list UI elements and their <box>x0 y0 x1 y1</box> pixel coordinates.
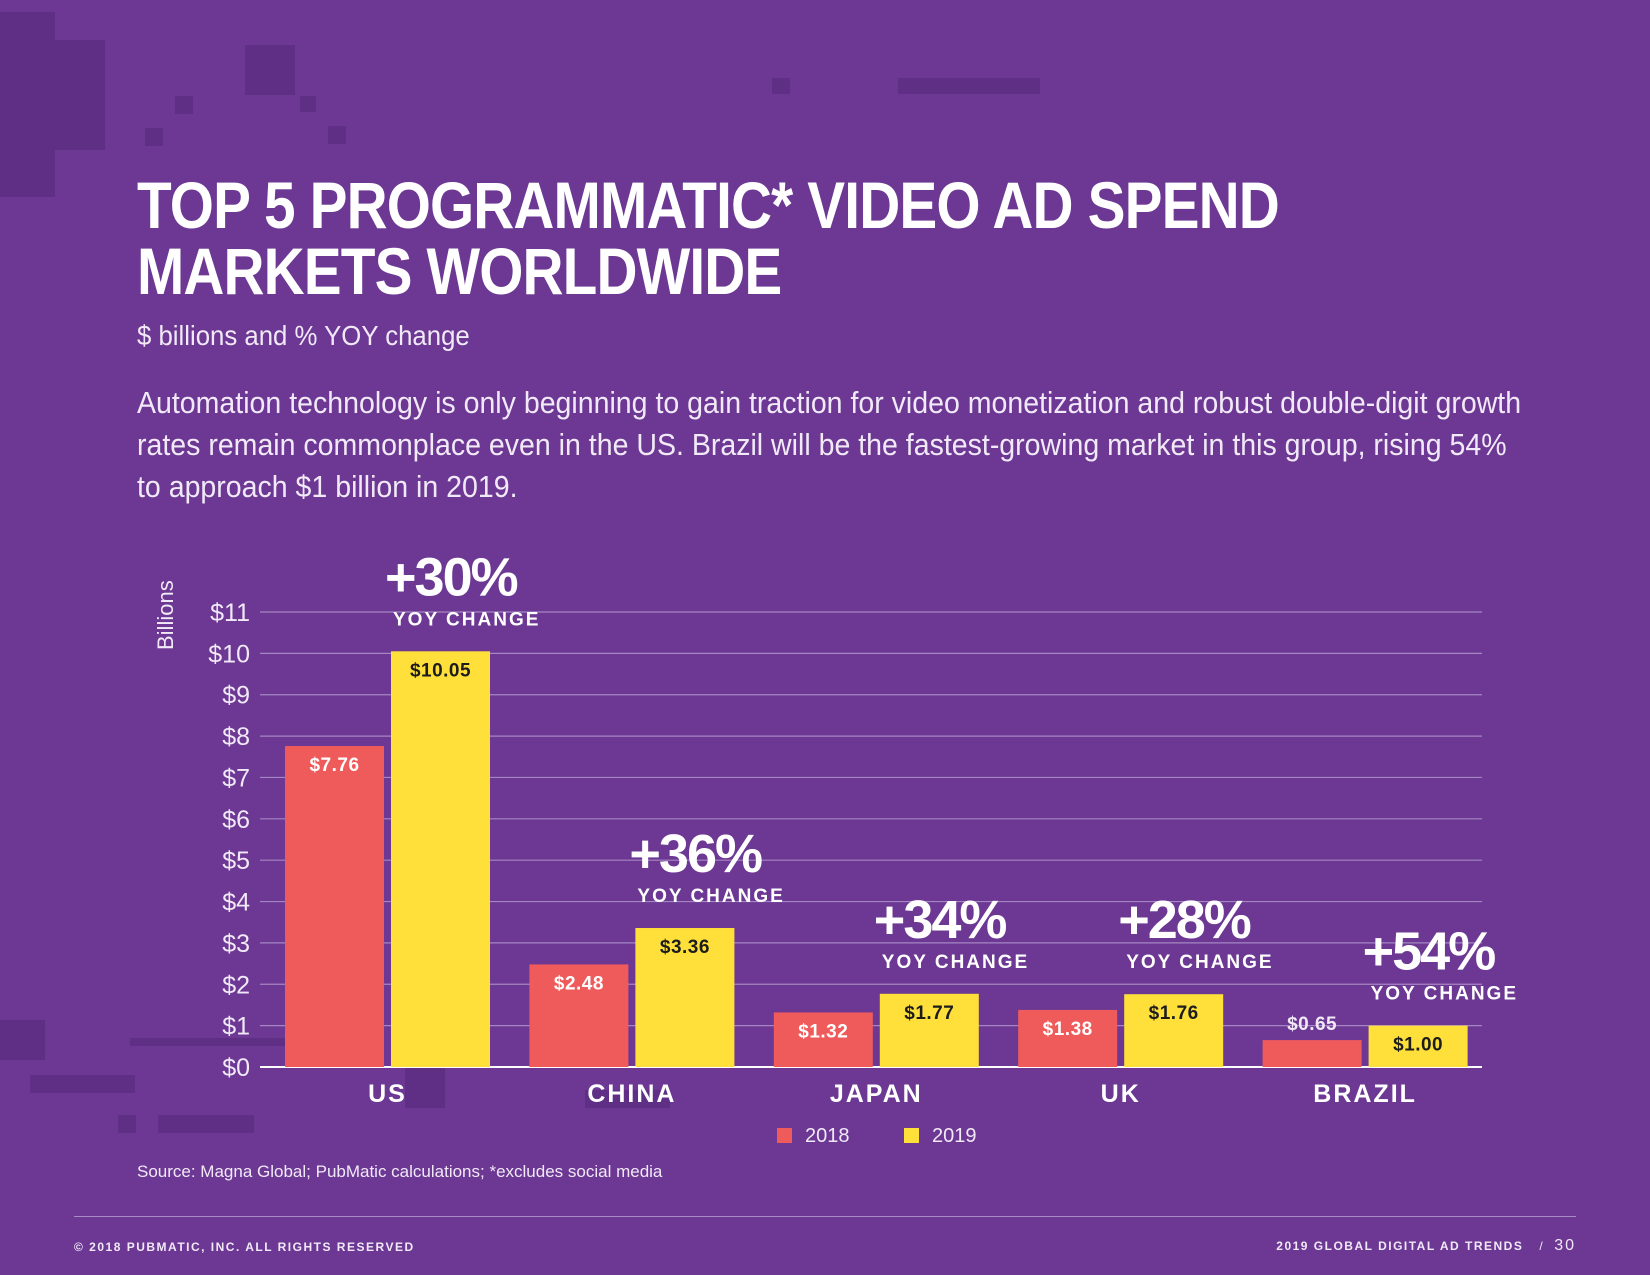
page-number: 30 <box>1554 1237 1576 1254</box>
footer-divider <box>74 1216 1576 1217</box>
legend-swatch-2018 <box>777 1128 792 1143</box>
legend-label: 2018 <box>805 1125 850 1147</box>
data-label: $7.76 <box>309 755 359 776</box>
data-label: $0.65 <box>1287 1014 1337 1035</box>
yoy-change-sublabel: YOY CHANGE <box>393 609 540 630</box>
y-tick-label: $2 <box>222 971 250 999</box>
y-tick-label: $0 <box>222 1054 250 1082</box>
decorative-block <box>158 1115 254 1133</box>
copyright-text: © 2018 PUBMATIC, INC. ALL RIGHTS RESERVE… <box>74 1240 415 1254</box>
y-tick-label: $1 <box>222 1013 250 1041</box>
decorative-block <box>30 1075 135 1093</box>
bar-2018 <box>1018 1009 1118 1067</box>
bar-2019 <box>1124 994 1224 1067</box>
footer-separator: / <box>1539 1239 1545 1253</box>
y-tick-label: $9 <box>222 682 250 710</box>
decorative-block <box>130 1038 285 1046</box>
y-tick-label: $4 <box>222 889 250 917</box>
decorative-block <box>898 78 1040 94</box>
decorative-block <box>55 40 105 150</box>
decorative-block <box>245 45 295 95</box>
bar-2019 <box>1368 1025 1468 1067</box>
data-label: $2.48 <box>554 973 604 994</box>
y-tick-label: $3 <box>222 930 250 958</box>
source-note: Source: Magna Global; PubMatic calculati… <box>137 1162 663 1181</box>
bar-2018 <box>285 746 384 1067</box>
yoy-change-value: +54% <box>1363 922 1496 982</box>
yoy-change-value: +30% <box>385 547 518 607</box>
y-tick-label: $8 <box>222 723 250 751</box>
decorative-block <box>145 128 163 146</box>
y-tick-label: $11 <box>210 599 250 627</box>
bar-chart: $0 $1 $2 $3 $4 $5 $6 $7 $8 $9 $10 $11 $7.76 $10.05 US Y… <box>208 547 1518 1147</box>
yoy-change-sublabel: YOY CHANGE <box>1371 984 1518 1005</box>
y-tick-label: $7 <box>222 764 250 792</box>
data-label: $10.05 <box>410 660 471 681</box>
decorative-block <box>175 96 193 114</box>
bar-2019 <box>635 928 735 1067</box>
decorative-block <box>585 1090 670 1108</box>
yoy-change-value: +34% <box>874 890 1007 950</box>
data-label: $1.76 <box>1149 1003 1199 1024</box>
y-tick-label: $10 <box>208 640 250 668</box>
title-line-2: MARKETS WORLDWIDE <box>137 234 782 308</box>
decorative-block <box>328 126 346 144</box>
data-label: $3.36 <box>660 937 710 958</box>
data-label: $1.38 <box>1043 1019 1093 1040</box>
bar-2018 <box>1262 1040 1362 1067</box>
bar-2019 <box>391 651 490 1067</box>
title-line-1: TOP 5 PROGRAMMATIC* VIDEO AD SPEND <box>137 168 1280 242</box>
bar-2019 <box>879 993 979 1067</box>
yoy-change-sublabel: YOY CHANGE <box>637 886 784 907</box>
chart-subtitle: $ billions and % YOY change <box>137 320 470 351</box>
bar-2018 <box>773 1012 873 1067</box>
x-category-label: US <box>368 1080 407 1108</box>
decorative-block <box>772 78 790 94</box>
y-tick-label: $6 <box>222 806 250 834</box>
report-name: 2019 GLOBAL DIGITAL AD TRENDS <box>1276 1239 1524 1253</box>
legend-swatch-2019 <box>904 1128 919 1143</box>
y-tick-label: $5 <box>222 847 250 875</box>
data-label: $1.32 <box>798 1021 848 1042</box>
yoy-change-value: +36% <box>629 824 762 884</box>
footer-report-info: 2019 GLOBAL DIGITAL AD TRENDS / 30 <box>1276 1237 1576 1255</box>
x-category-label: CHINA <box>587 1080 676 1108</box>
decorative-block <box>118 1115 136 1133</box>
decorative-block <box>300 96 316 112</box>
data-label: $1.77 <box>904 1003 954 1024</box>
decorative-block <box>0 1020 45 1060</box>
x-category-label: BRAZIL <box>1313 1080 1417 1108</box>
bar-2018 <box>529 964 629 1067</box>
yoy-change-sublabel: YOY CHANGE <box>882 952 1029 973</box>
x-category-label: UK <box>1101 1080 1141 1108</box>
yoy-change-value: +28% <box>1118 890 1251 950</box>
yoy-change-sublabel: YOY CHANGE <box>1126 952 1273 973</box>
page-title: TOP 5 PROGRAMMATIC* VIDEO AD SPEND MARKE… <box>137 172 1341 304</box>
x-category-label: JAPAN <box>830 1080 923 1108</box>
decorative-block <box>405 1068 445 1108</box>
decorative-block <box>0 12 55 197</box>
data-label: $1.00 <box>1393 1035 1443 1056</box>
description-paragraph: Automation technology is only beginning … <box>137 385 1522 504</box>
legend-label: 2019 <box>932 1125 977 1147</box>
